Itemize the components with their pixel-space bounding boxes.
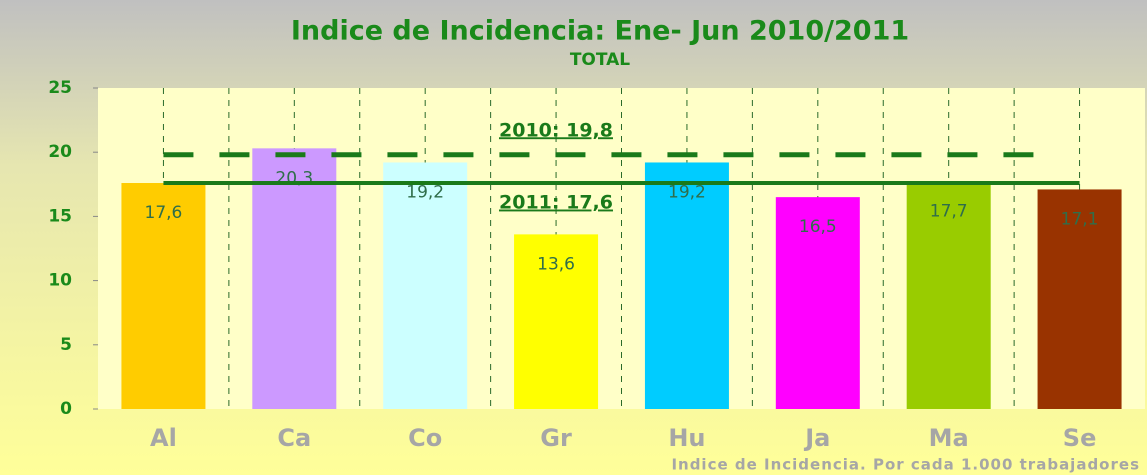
- bar: [775, 197, 860, 409]
- bar: [1037, 189, 1122, 409]
- x-tick-label: Gr: [540, 424, 572, 452]
- reference-label: 2010: 19,8: [499, 119, 613, 141]
- y-tick-label: 20: [48, 142, 72, 162]
- value-label: 17,6: [145, 203, 183, 223]
- bar: [906, 181, 991, 409]
- y-tick-label: 25: [48, 78, 72, 98]
- bar: [383, 162, 468, 409]
- x-tick-label: Se: [1063, 424, 1097, 452]
- x-tick-label: Hu: [668, 424, 705, 452]
- value-label: 20,3: [275, 168, 313, 188]
- bar: [121, 183, 206, 409]
- x-tick-label: Co: [408, 424, 442, 452]
- y-tick-label: 5: [60, 335, 72, 355]
- y-tick-label: 10: [48, 271, 72, 291]
- y-tick-label: 0: [60, 399, 72, 419]
- value-label: 17,1: [1061, 209, 1099, 229]
- axis-note: Indice de Incidencia. Por cada 1.000 tra…: [671, 456, 1140, 474]
- x-tick-label: Al: [150, 424, 177, 452]
- value-label: 19,2: [668, 182, 706, 202]
- bar: [644, 162, 729, 409]
- x-tick-label: Ma: [929, 424, 969, 452]
- bar: [252, 148, 337, 409]
- x-tick-label: Ca: [277, 424, 311, 452]
- chart-title: Indice de Incidencia: Ene- Jun 2010/2011: [291, 16, 909, 47]
- y-tick-label: 15: [48, 206, 72, 226]
- value-label: 16,5: [799, 217, 837, 237]
- chart-subtitle: TOTAL: [570, 50, 630, 70]
- bar: [514, 234, 599, 409]
- x-tick-label: Ja: [803, 424, 830, 452]
- value-label: 19,2: [406, 182, 444, 202]
- value-label: 17,7: [930, 202, 968, 222]
- reference-label: 2011: 17,6: [499, 192, 613, 214]
- value-label: 13,6: [537, 254, 575, 274]
